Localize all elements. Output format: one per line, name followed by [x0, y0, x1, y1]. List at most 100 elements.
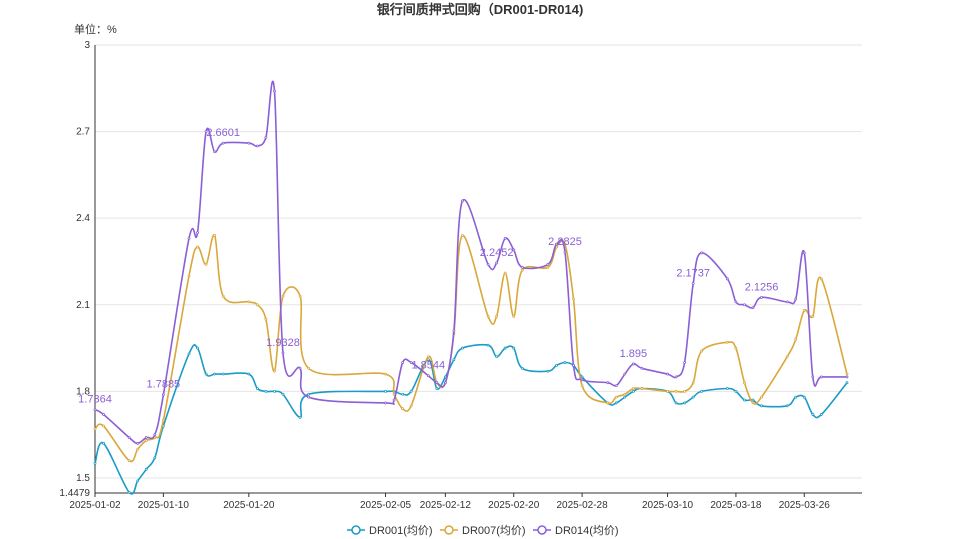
data-point [794, 338, 798, 341]
data-point [247, 141, 251, 145]
data-point [819, 375, 823, 379]
data-point [725, 387, 729, 390]
data-point [161, 418, 165, 422]
data-point [392, 398, 396, 402]
data-point [204, 372, 208, 376]
data-point [93, 427, 97, 431]
data-point [384, 372, 387, 376]
data-point [503, 346, 507, 350]
data-point [102, 413, 105, 416]
data-point [546, 369, 550, 373]
data-point [811, 413, 815, 416]
data-label: 2.2825 [548, 236, 582, 248]
data-point [546, 265, 550, 269]
data-point [495, 261, 499, 265]
data-point [426, 355, 430, 359]
data-point [725, 277, 729, 281]
data-point [93, 462, 97, 465]
data-point [520, 366, 524, 370]
data-point [452, 358, 456, 362]
data-point [247, 372, 251, 376]
data-label: 2.1256 [745, 281, 779, 293]
data-point [845, 372, 849, 376]
data-point [751, 401, 755, 405]
data-point [196, 346, 199, 350]
data-point [802, 251, 806, 255]
data-point [555, 363, 558, 367]
data-point [102, 424, 105, 428]
data-point [725, 340, 729, 344]
data-point [631, 362, 635, 366]
data-point [811, 375, 815, 379]
data-point [204, 130, 208, 133]
data-point [743, 381, 746, 385]
data-point [503, 271, 507, 275]
data-point [136, 447, 140, 451]
series-line-1 [94, 343, 848, 495]
data-point [127, 436, 131, 439]
data-point [187, 352, 191, 356]
data-point [213, 234, 217, 237]
axes: 1.4479 1.5 1.8 2.1 2.4 2.7 3 2025-01-02 2025-01-… [59, 40, 862, 511]
data-point [845, 381, 849, 385]
data-point [401, 392, 405, 396]
legend-swatch-marker [537, 525, 547, 535]
data-point [426, 374, 430, 378]
data-point [563, 361, 567, 364]
data-point [785, 404, 789, 408]
data-point [136, 479, 140, 483]
data-labels: 1.7364 1.7885 2.6601 1.9328 1.8544 2.2452 2.28… [78, 127, 778, 406]
data-point [700, 389, 704, 393]
y-tick-label: 1.4479 [59, 488, 90, 499]
data-point [734, 389, 738, 393]
data-point [700, 349, 704, 353]
data-point [802, 395, 806, 399]
x-tick-label: 2025-02-05 [360, 500, 412, 511]
data-label: 1.7364 [78, 394, 112, 406]
data-point [503, 236, 507, 240]
data-point [691, 381, 695, 385]
data-point [606, 401, 610, 405]
data-point [136, 441, 140, 445]
data-point [760, 395, 763, 399]
data-label: 1.895 [620, 348, 648, 360]
data-point [751, 398, 755, 402]
data-point [683, 389, 687, 393]
data-point [495, 314, 499, 318]
data-point [298, 415, 302, 419]
data-point [435, 381, 439, 385]
data-point [221, 141, 225, 145]
grid-lines [95, 44, 862, 479]
data-point [700, 251, 704, 255]
data-point [93, 408, 97, 412]
data-point [187, 274, 191, 278]
x-tick-label: 2025-03-10 [642, 500, 694, 511]
data-point [555, 242, 558, 246]
data-point [580, 375, 584, 379]
data-point [461, 346, 464, 350]
data-point [819, 277, 823, 281]
data-point [144, 436, 148, 439]
data-point [213, 372, 217, 376]
data-point [281, 294, 285, 298]
data-point [187, 236, 191, 240]
data-point [580, 384, 584, 387]
data-point [204, 262, 208, 266]
data-point [273, 369, 276, 373]
data-point [691, 395, 695, 399]
data-point [631, 389, 635, 393]
data-point [307, 392, 311, 396]
data-point [614, 395, 618, 399]
x-tick-label: 2025-01-20 [223, 500, 275, 511]
data-point [512, 346, 516, 350]
data-point [572, 363, 575, 367]
y-tick-label: 3 [84, 40, 90, 51]
data-point [281, 392, 285, 396]
data-point [520, 265, 524, 269]
legend[interactable]: DR001(均价) DR007(均价) DR014(均价) [347, 524, 619, 537]
data-point [153, 456, 157, 460]
data-point [409, 389, 413, 393]
data-point [563, 250, 567, 254]
legend-label: DR014(均价) [555, 524, 619, 537]
